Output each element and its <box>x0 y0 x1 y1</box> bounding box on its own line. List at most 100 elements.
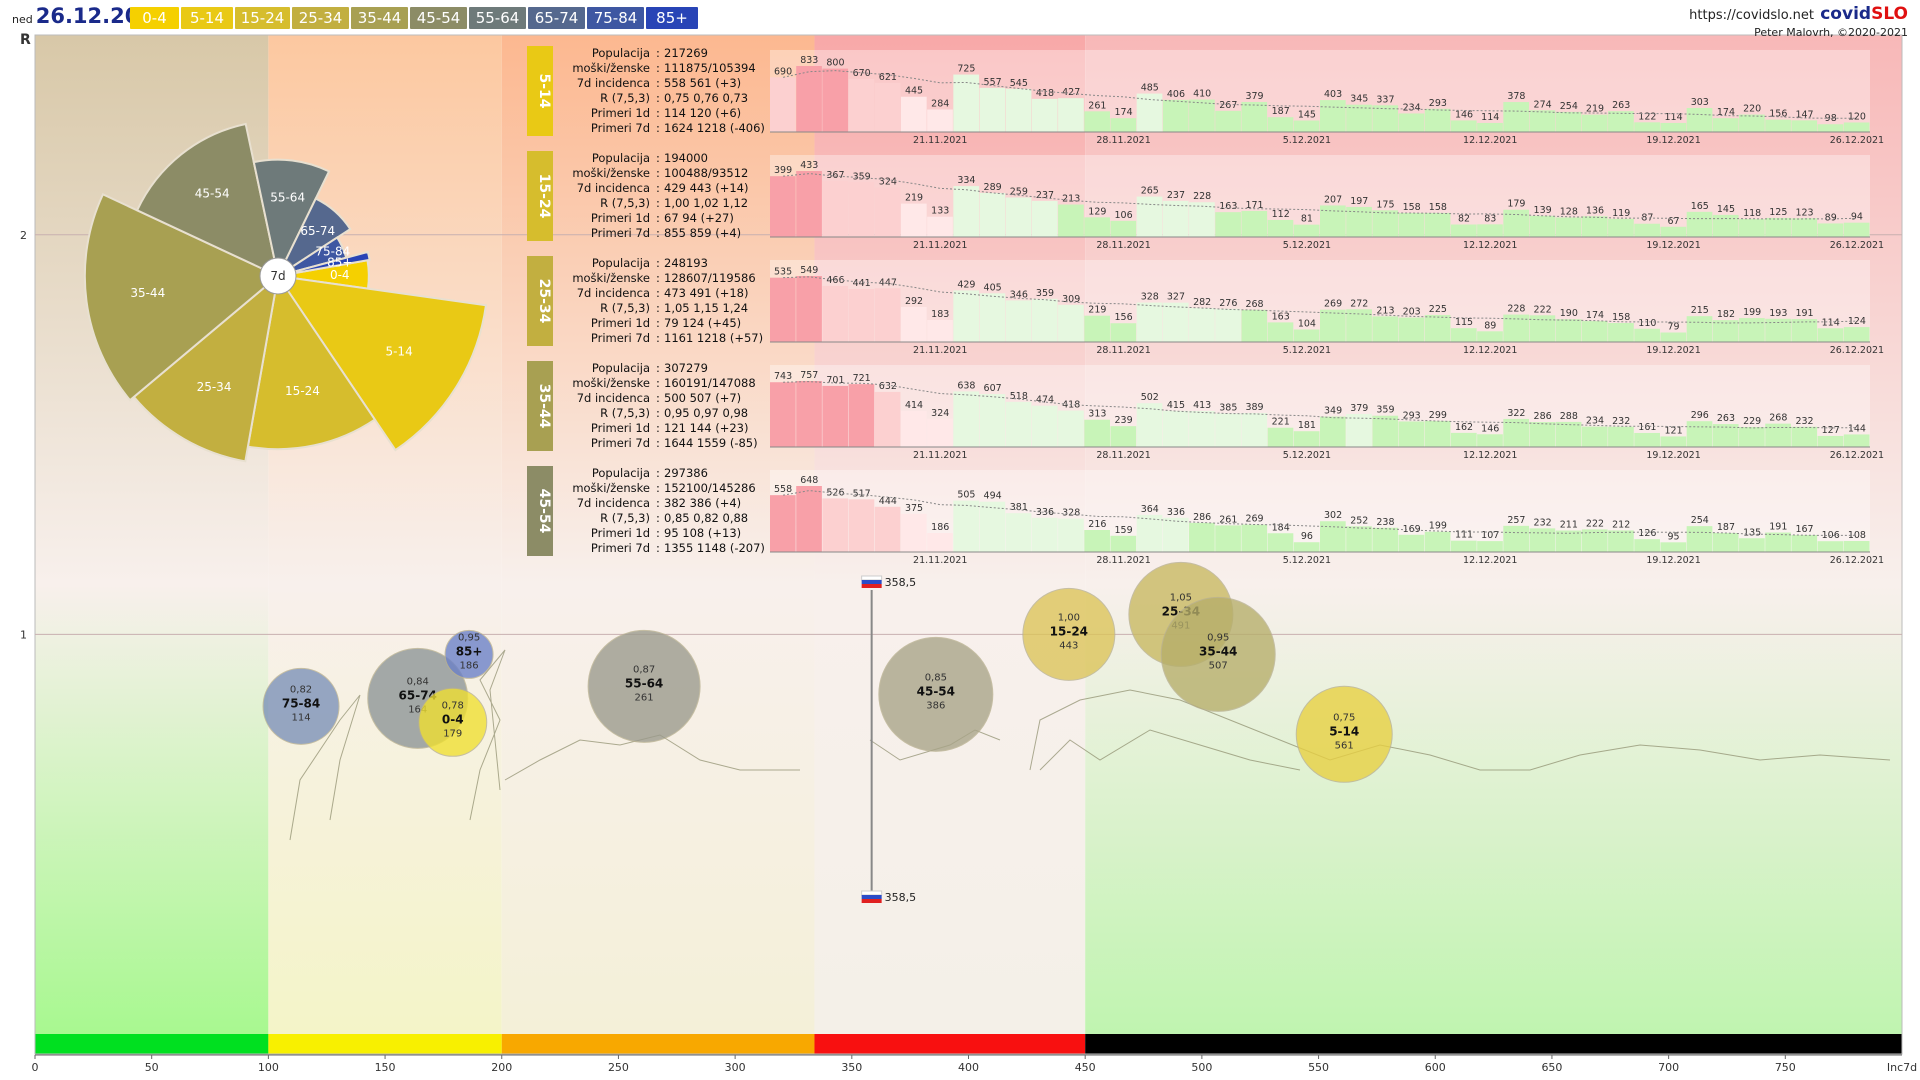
panel-bar-label: 120 <box>1848 111 1866 122</box>
panel-bar <box>1555 421 1582 447</box>
panel-bar-label: 193 <box>1769 308 1787 319</box>
panel-stat-colon: : <box>656 361 660 375</box>
bubble-circle <box>418 687 488 757</box>
panel-bar-label: 721 <box>853 373 871 384</box>
panel-bar <box>1005 401 1032 447</box>
panel-bar-label: 334 <box>957 175 975 186</box>
legend-item-75-84[interactable]: 75-84 <box>587 7 644 29</box>
panel-stat-value: 855 859 (+4) <box>664 226 741 240</box>
zone-bar <box>35 1034 269 1054</box>
panel-stat-value: 111875/105394 <box>664 61 756 75</box>
panel-bar <box>1686 421 1713 447</box>
panel-bar <box>1372 316 1399 342</box>
panel-bar-label: 367 <box>826 170 844 181</box>
bubble-inc-value: 261 <box>635 692 654 703</box>
panel-bar-label: 263 <box>1717 413 1735 424</box>
trace-line <box>1029 689 1891 771</box>
panel-bar-label: 557 <box>984 77 1002 88</box>
panel-bar <box>1005 513 1032 552</box>
legend-item-25-34[interactable]: 25-34 <box>292 7 349 29</box>
panel-bar <box>979 192 1006 237</box>
panel-stat-label: 7d incidenca <box>577 496 650 510</box>
panel-bar <box>1555 111 1582 132</box>
legend-item-15-24[interactable]: 15-24 <box>235 7 290 29</box>
panel-bar-label: 517 <box>853 488 871 499</box>
legend-item-45-54[interactable]: 45-54 <box>410 7 467 29</box>
rose-slice-label: 85+ <box>327 255 352 269</box>
panel-bar <box>1162 410 1189 447</box>
slovenia-flag-icon <box>861 575 883 581</box>
panel-bar-label: 328 <box>1062 508 1080 519</box>
panel-bar <box>1712 320 1739 342</box>
panel-date-label: 5.12.2021 <box>1283 345 1331 356</box>
panel-stat-label: 7d incidenca <box>577 181 650 195</box>
panel-bar-label: 124 <box>1848 316 1866 327</box>
panel-bar <box>1503 314 1530 342</box>
panel-bar-label: 466 <box>826 275 844 286</box>
panel-bar-label: 163 <box>1219 201 1237 212</box>
panel-bar <box>1791 426 1818 447</box>
panel-bar <box>874 506 901 552</box>
panel-bar <box>1817 541 1844 552</box>
panel-date-label: 26.12.2021 <box>1830 450 1884 461</box>
panel-group-tag <box>527 46 553 136</box>
panel-bar <box>1084 111 1110 132</box>
bubble-r-value: 0,82 <box>290 684 312 695</box>
panel-stat-label: moški/ženske <box>572 271 650 285</box>
panel-bar-label: 184 <box>1272 522 1290 533</box>
panel-bar-label: 119 <box>1612 208 1630 219</box>
panel-bar-label: 186 <box>931 522 949 533</box>
panel-bar <box>1765 217 1791 237</box>
panel-stat-colon: : <box>656 436 660 450</box>
panel-stat-colon: : <box>656 226 660 240</box>
panel-bar-label: 239 <box>1115 415 1133 426</box>
panel-bar-label: 123 <box>1795 207 1813 218</box>
legend-item-35-44[interactable]: 35-44 <box>351 7 408 29</box>
legend-item-85+[interactable]: 85+ <box>646 7 698 29</box>
bubble-circle <box>1022 587 1116 681</box>
panel-bar-label: 267 <box>1219 100 1237 111</box>
panel-bar <box>1031 517 1058 552</box>
panel-bar <box>1450 328 1477 342</box>
panel-bar <box>1267 117 1294 132</box>
legend-item-5-14[interactable]: 5-14 <box>181 7 233 29</box>
panel-bar-label: 146 <box>1455 109 1473 120</box>
panel-group-label: 5-14 <box>536 73 552 108</box>
panel-bar-label: 410 <box>1193 89 1211 100</box>
panel-bar <box>1162 200 1189 237</box>
panel-date-label: 19.12.2021 <box>1646 135 1700 146</box>
panel-bar-label: 222 <box>1534 304 1552 315</box>
slovenia-flag-icon <box>861 584 882 588</box>
panel-bar-label: 145 <box>1717 204 1735 215</box>
panel-bar <box>900 513 927 552</box>
panel-bar <box>1241 413 1268 447</box>
panel-stat-colon: : <box>656 301 660 315</box>
site-url[interactable]: https://covidslo.net <box>1689 8 1814 23</box>
panel-bar <box>1712 532 1739 552</box>
panel-stat-colon: : <box>656 421 660 435</box>
panel-stat-value: 1355 1148 (-207) <box>664 541 765 555</box>
legend-item-55-64[interactable]: 55-64 <box>469 7 526 29</box>
panel-bar <box>1136 302 1163 342</box>
panel-bar <box>1608 323 1634 342</box>
legend-item-65-74[interactable]: 65-74 <box>528 7 585 29</box>
panel-bar <box>1424 420 1451 447</box>
legend-item-0-4[interactable]: 0-4 <box>130 7 179 29</box>
panel-date-label: 28.11.2021 <box>1096 345 1150 356</box>
panel-bar-label: 156 <box>1115 312 1133 323</box>
panel-bar-label: 405 <box>984 282 1002 293</box>
panel-bar-label: 179 <box>1507 199 1525 210</box>
panel-bar-label: 237 <box>1036 190 1054 201</box>
panel-stat-label: Populacija <box>592 151 650 165</box>
panel-bar <box>1241 101 1268 132</box>
bubble-group-label: 35-44 <box>1199 644 1237 658</box>
panel-date-label: 28.11.2021 <box>1096 240 1150 251</box>
panel-bar-label: 112 <box>1272 209 1290 220</box>
panel-bar-label: 110 <box>1638 318 1656 329</box>
panel-bar-label: 444 <box>879 496 897 507</box>
panel-bar <box>1084 530 1110 552</box>
panel-bar <box>1581 216 1608 237</box>
panel-stat-label: Primeri 7d <box>591 541 650 555</box>
